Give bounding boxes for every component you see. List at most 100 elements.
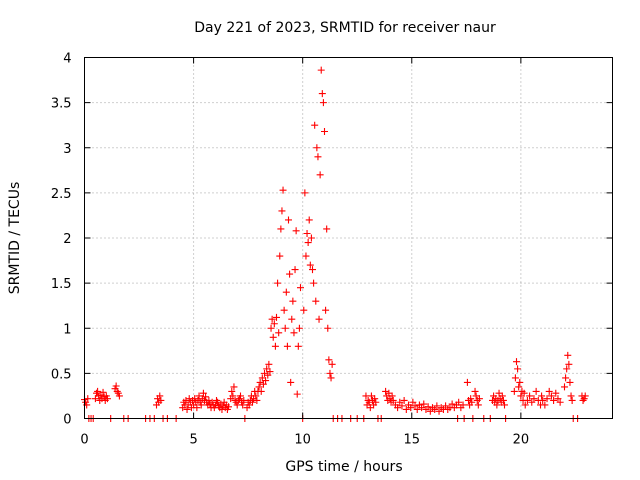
data-point [318,90,326,98]
x-tick-label: 10 [294,433,311,448]
data-point [307,234,315,242]
data-point [84,395,92,403]
data-point [426,407,434,415]
data-point [499,396,507,404]
data-point [317,66,325,74]
data-point [285,216,292,224]
data-point [202,393,210,401]
data-point [199,389,207,397]
data-point [230,383,238,391]
data-point [521,401,529,409]
y-tick-label: 0.5 [51,367,72,382]
data-point [281,324,289,332]
y-axis: 0 0.5 1 1.5 2 2.5 3 3.5 4 [51,52,613,428]
data-point [239,401,247,409]
data-point [265,360,273,368]
data-point [323,225,331,233]
data-point [515,383,523,391]
data-point [228,387,236,395]
data-point [545,387,553,395]
data-point [420,400,428,408]
data-point [431,405,439,413]
data-point [475,395,483,403]
data-point [157,396,165,404]
data-point [294,342,302,350]
x-tick-label: 5 [189,433,197,448]
data-point [411,402,419,410]
x-axis: 0 5 10 15 20 [80,57,530,448]
data-point [288,315,296,323]
data-point [278,207,286,215]
data-point [310,279,318,287]
data-point [257,387,265,395]
data-point [295,324,303,332]
data-point [283,342,291,350]
y-tick-label: 1 [63,322,71,337]
data-point [267,324,275,332]
data-point [115,392,123,400]
data-point [279,186,287,194]
y-axis-label: SRMTID / TECUs [7,182,23,295]
x-tick-label: 20 [513,433,530,448]
data-point [532,387,540,395]
data-point [322,306,330,314]
data-point [290,329,298,337]
data-point [510,387,518,395]
data-point [237,392,244,400]
data-point [371,395,379,403]
y-tick-label: 2 [63,232,71,247]
data-point [528,398,536,406]
data-point [541,401,549,409]
data-point [275,329,283,337]
data-point [321,128,328,136]
data-point [271,342,279,350]
data-point [523,396,531,404]
data-point [270,320,278,328]
data-point [193,404,201,412]
data-point [327,374,335,382]
data-point [276,252,284,260]
data-point [312,297,320,305]
data-point [286,270,294,278]
data-point [240,396,248,404]
data-point [433,402,441,410]
data-point [581,392,589,400]
data-point [539,396,547,404]
data-point [530,395,538,403]
data-point [229,392,237,400]
data-point [304,239,312,247]
data-point [526,392,534,400]
data-point [297,284,304,292]
data-point [463,378,471,386]
data-point [112,382,120,390]
data-point [459,401,467,409]
data-point [418,404,426,412]
data-point [511,374,519,382]
data-point [319,99,327,107]
data-point [467,395,475,403]
x-tick-label: 15 [403,433,420,448]
data-point [300,306,308,314]
data-point [564,351,572,359]
data-point [372,398,380,406]
grid [84,57,613,419]
data-point [289,297,297,305]
data-point [389,396,397,404]
data-point [552,389,560,397]
data-point [303,229,311,237]
data-point [280,306,288,314]
data-point [407,404,415,412]
data-point [547,392,555,400]
data-point [253,396,261,404]
chart-title: Day 221 of 2023, SRMTID for receiver nau… [194,20,496,36]
data-point [183,405,191,413]
x-axis-label: GPS time / hours [285,459,402,475]
data-point [282,288,290,296]
data-point [274,279,282,287]
data-point [424,403,432,411]
data-point [316,171,324,179]
data-point [413,405,421,413]
data-point [556,398,564,406]
data-point [268,315,276,323]
data-point [396,398,404,406]
